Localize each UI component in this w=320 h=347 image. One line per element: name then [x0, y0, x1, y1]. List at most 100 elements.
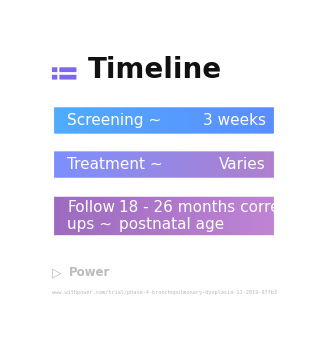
Bar	[226, 103, 227, 138]
Bar	[147, 103, 148, 138]
Bar	[245, 103, 246, 138]
Bar	[96, 193, 97, 239]
Bar	[60, 147, 61, 182]
Bar	[60, 103, 61, 138]
Bar	[217, 103, 218, 138]
Bar	[171, 193, 172, 239]
Bar	[141, 147, 142, 182]
Bar	[123, 147, 124, 182]
Bar	[154, 193, 155, 239]
Bar	[87, 147, 88, 182]
Bar	[85, 147, 86, 182]
Bar	[79, 147, 80, 182]
Bar	[220, 193, 221, 239]
Bar	[110, 147, 111, 182]
Bar	[231, 103, 232, 138]
Bar	[260, 103, 261, 138]
Bar	[258, 103, 259, 138]
Bar	[165, 193, 166, 239]
Bar	[95, 103, 96, 138]
Bar	[51, 103, 52, 138]
Bar	[70, 103, 71, 138]
Bar	[194, 147, 195, 182]
Bar	[103, 193, 104, 239]
Bar	[154, 103, 155, 138]
Bar	[111, 147, 112, 182]
Bar	[276, 103, 277, 138]
Bar	[202, 147, 203, 182]
Bar	[219, 147, 220, 182]
Bar	[96, 147, 97, 182]
Bar	[193, 193, 194, 239]
Bar	[242, 193, 243, 239]
Bar	[265, 103, 266, 138]
Bar	[255, 103, 256, 138]
Bar	[242, 147, 243, 182]
Bar	[131, 193, 132, 239]
Bar	[91, 147, 92, 182]
Bar	[208, 147, 209, 182]
Bar	[247, 103, 248, 138]
Bar	[198, 147, 199, 182]
Bar	[125, 147, 126, 182]
Bar	[177, 103, 178, 138]
Bar	[169, 193, 170, 239]
Bar	[83, 147, 84, 182]
Bar	[88, 147, 89, 182]
Bar	[96, 103, 97, 138]
Bar	[160, 147, 161, 182]
Bar	[69, 147, 70, 182]
Bar	[168, 193, 169, 239]
Bar	[202, 193, 203, 239]
Bar	[215, 147, 216, 182]
Bar	[158, 103, 159, 138]
Bar	[159, 193, 160, 239]
Bar	[208, 193, 209, 239]
Bar	[165, 103, 166, 138]
Bar	[130, 147, 131, 182]
Bar	[240, 193, 241, 239]
Bar	[219, 103, 220, 138]
Bar	[214, 103, 215, 138]
Bar	[68, 103, 69, 138]
Bar	[261, 193, 262, 239]
Bar	[90, 103, 91, 138]
Bar	[238, 103, 239, 138]
Bar	[256, 147, 257, 182]
Bar	[257, 193, 258, 239]
Bar	[95, 193, 96, 239]
Bar	[107, 193, 108, 239]
Bar	[255, 147, 256, 182]
Bar	[90, 147, 91, 182]
Bar	[240, 103, 241, 138]
Bar	[192, 147, 193, 182]
Bar	[193, 147, 194, 182]
Bar	[129, 193, 130, 239]
Bar	[144, 103, 145, 138]
Bar	[191, 193, 192, 239]
Bar	[86, 193, 87, 239]
Bar	[233, 193, 234, 239]
Bar	[81, 147, 82, 182]
Bar	[164, 193, 165, 239]
Bar	[74, 193, 75, 239]
Bar	[156, 147, 157, 182]
Bar	[190, 193, 191, 239]
Bar	[212, 193, 213, 239]
Bar	[145, 193, 146, 239]
Bar	[213, 103, 214, 138]
Bar	[133, 147, 134, 182]
Bar	[230, 193, 231, 239]
Bar	[52, 103, 53, 138]
Bar	[53, 193, 54, 239]
Bar	[211, 103, 212, 138]
Bar	[183, 193, 184, 239]
Bar	[195, 193, 196, 239]
Bar	[172, 103, 173, 138]
Bar	[70, 193, 71, 239]
Bar	[123, 193, 124, 239]
Bar	[187, 193, 188, 239]
Bar	[230, 147, 231, 182]
Bar	[86, 103, 87, 138]
Bar	[149, 147, 150, 182]
